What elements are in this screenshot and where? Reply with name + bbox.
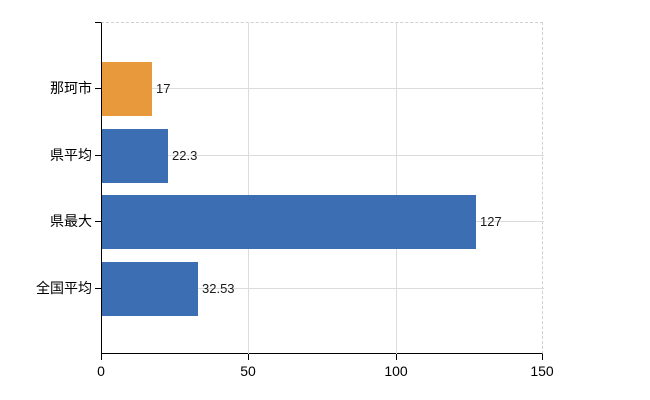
x-axis-tick (542, 354, 543, 360)
y-axis-tick (95, 221, 101, 222)
category-label: 全国平均 (36, 279, 92, 296)
category-label: 県平均 (50, 146, 92, 163)
bar[interactable] (102, 62, 152, 117)
y-axis-tick (95, 155, 101, 156)
x-tick-label: 0 (97, 363, 105, 379)
category-label: 那珂市 (50, 80, 92, 97)
bar-value-label: 32.53 (202, 280, 235, 296)
category-label: 県最大 (50, 213, 92, 230)
v-gridline (395, 23, 397, 355)
x-axis-tick (248, 354, 249, 360)
h-gridline (102, 287, 544, 289)
v-gridline (248, 23, 250, 355)
y-axis-tick (95, 88, 101, 89)
bar[interactable] (102, 261, 198, 316)
y-axis-top-tick (95, 22, 101, 23)
bar[interactable] (102, 195, 476, 250)
h-gridline (102, 88, 544, 90)
x-tick-label: 100 (384, 363, 408, 379)
x-tick-label: 150 (530, 363, 554, 379)
x-axis-tick (396, 354, 397, 360)
bar-value-label: 17 (156, 81, 171, 97)
bar-value-label: 22.3 (172, 147, 198, 163)
h-gridline (102, 154, 544, 156)
plot-area: 17 22.3 127 32.53 (101, 22, 544, 355)
bar[interactable] (102, 128, 168, 183)
bar-value-label: 127 (480, 214, 502, 230)
y-axis-tick (95, 288, 101, 289)
x-axis-tick (101, 354, 102, 360)
x-tick-label: 50 (240, 363, 256, 379)
